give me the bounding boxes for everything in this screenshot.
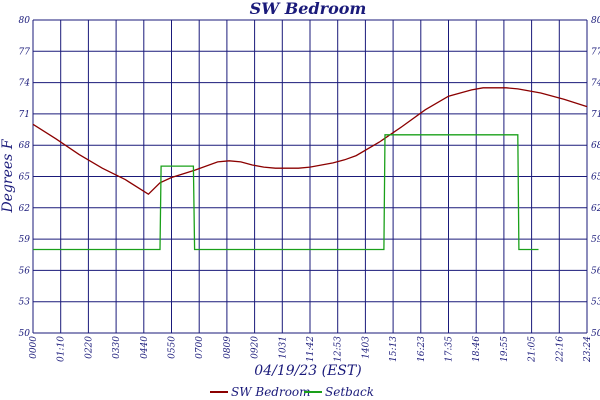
y-tick-label-right: 53: [591, 298, 600, 308]
y-tick-label-left: 80: [19, 16, 31, 26]
y-tick-label-right: 56: [591, 266, 600, 276]
y-tick-label-left: 68: [19, 141, 31, 151]
y-tick-label-right: 77: [591, 47, 600, 57]
y-tick-labels-right: 50 53 56 59 62 65 68 71 74 77 80: [591, 16, 600, 339]
y-tick-label-right: 74: [591, 79, 600, 89]
series-line-setback: [33, 134, 539, 251]
y-tick-label-right: 50: [591, 329, 600, 339]
y-tick-label-left: 65: [19, 173, 31, 183]
y-tick-label-left: 53: [19, 298, 31, 308]
x-tick-label: 1031: [278, 336, 288, 359]
x-tick-label: 0700: [195, 336, 205, 359]
legend-label-sw-bedroom: SW Bedroom: [231, 385, 311, 399]
x-tick-label: 16:23: [417, 336, 427, 362]
y-tick-label-right: 80: [591, 16, 600, 26]
y-tick-label-right: 71: [591, 110, 600, 120]
chart-title: SW Bedroom: [250, 0, 367, 18]
y-tick-label-left: 50: [19, 329, 31, 339]
y-tick-label-left: 77: [19, 47, 31, 57]
y-tick-label-left: 59: [19, 235, 31, 245]
x-tick-label: 0000: [29, 336, 39, 359]
y-tick-labels-left: 50 53 56 59 62 65 68 71 74 77 80: [19, 16, 31, 339]
y-tick-label-left: 56: [19, 266, 31, 276]
y-tick-label-right: 65: [591, 173, 600, 183]
x-tick-label: 0220: [84, 336, 94, 359]
legend: SW Bedroom Setback: [210, 385, 374, 399]
x-tick-label: 12:53: [334, 336, 344, 362]
x-tick-label: 0920: [251, 336, 261, 359]
y-axis-label: Degrees F: [0, 138, 16, 213]
x-tick-label: 15:13: [389, 336, 399, 362]
x-tick-label: 22:16: [555, 336, 565, 363]
x-tick-label: 19:55: [500, 336, 510, 362]
series-group: [32, 87, 588, 251]
x-tick-label: 18:46: [472, 336, 482, 362]
x-axis-label: 04/19/23 (EST): [254, 363, 361, 379]
y-tick-label-left: 74: [19, 79, 31, 89]
x-tick-label: 23:24: [583, 336, 593, 363]
y-tick-label-left: 62: [19, 204, 31, 214]
x-tick-label: 0330: [112, 336, 122, 359]
x-tick-label: 01:10: [57, 336, 67, 362]
y-tick-label-left: 71: [19, 110, 30, 120]
x-tick-label: 11:42: [306, 336, 316, 362]
x-tick-label: 0809: [223, 336, 233, 359]
x-tick-label: 0550: [168, 336, 178, 359]
x-tick-label: 21:05: [528, 336, 538, 363]
legend-label-setback: Setback: [325, 385, 374, 399]
x-tick-label: 0440: [140, 336, 150, 359]
y-tick-label-right: 59: [591, 235, 600, 245]
y-tick-label-right: 68: [591, 141, 600, 151]
x-tick-labels: 0000 01:10 0220 0330 0440 0550 0700 0809 0920 103…: [29, 336, 593, 363]
grid: [32, 19, 588, 334]
series-line-sw-bedroom: [32, 87, 588, 196]
x-tick-label: 1403: [361, 336, 371, 359]
y-tick-label-right: 62: [591, 204, 600, 214]
x-tick-label: 17:35: [445, 336, 455, 362]
